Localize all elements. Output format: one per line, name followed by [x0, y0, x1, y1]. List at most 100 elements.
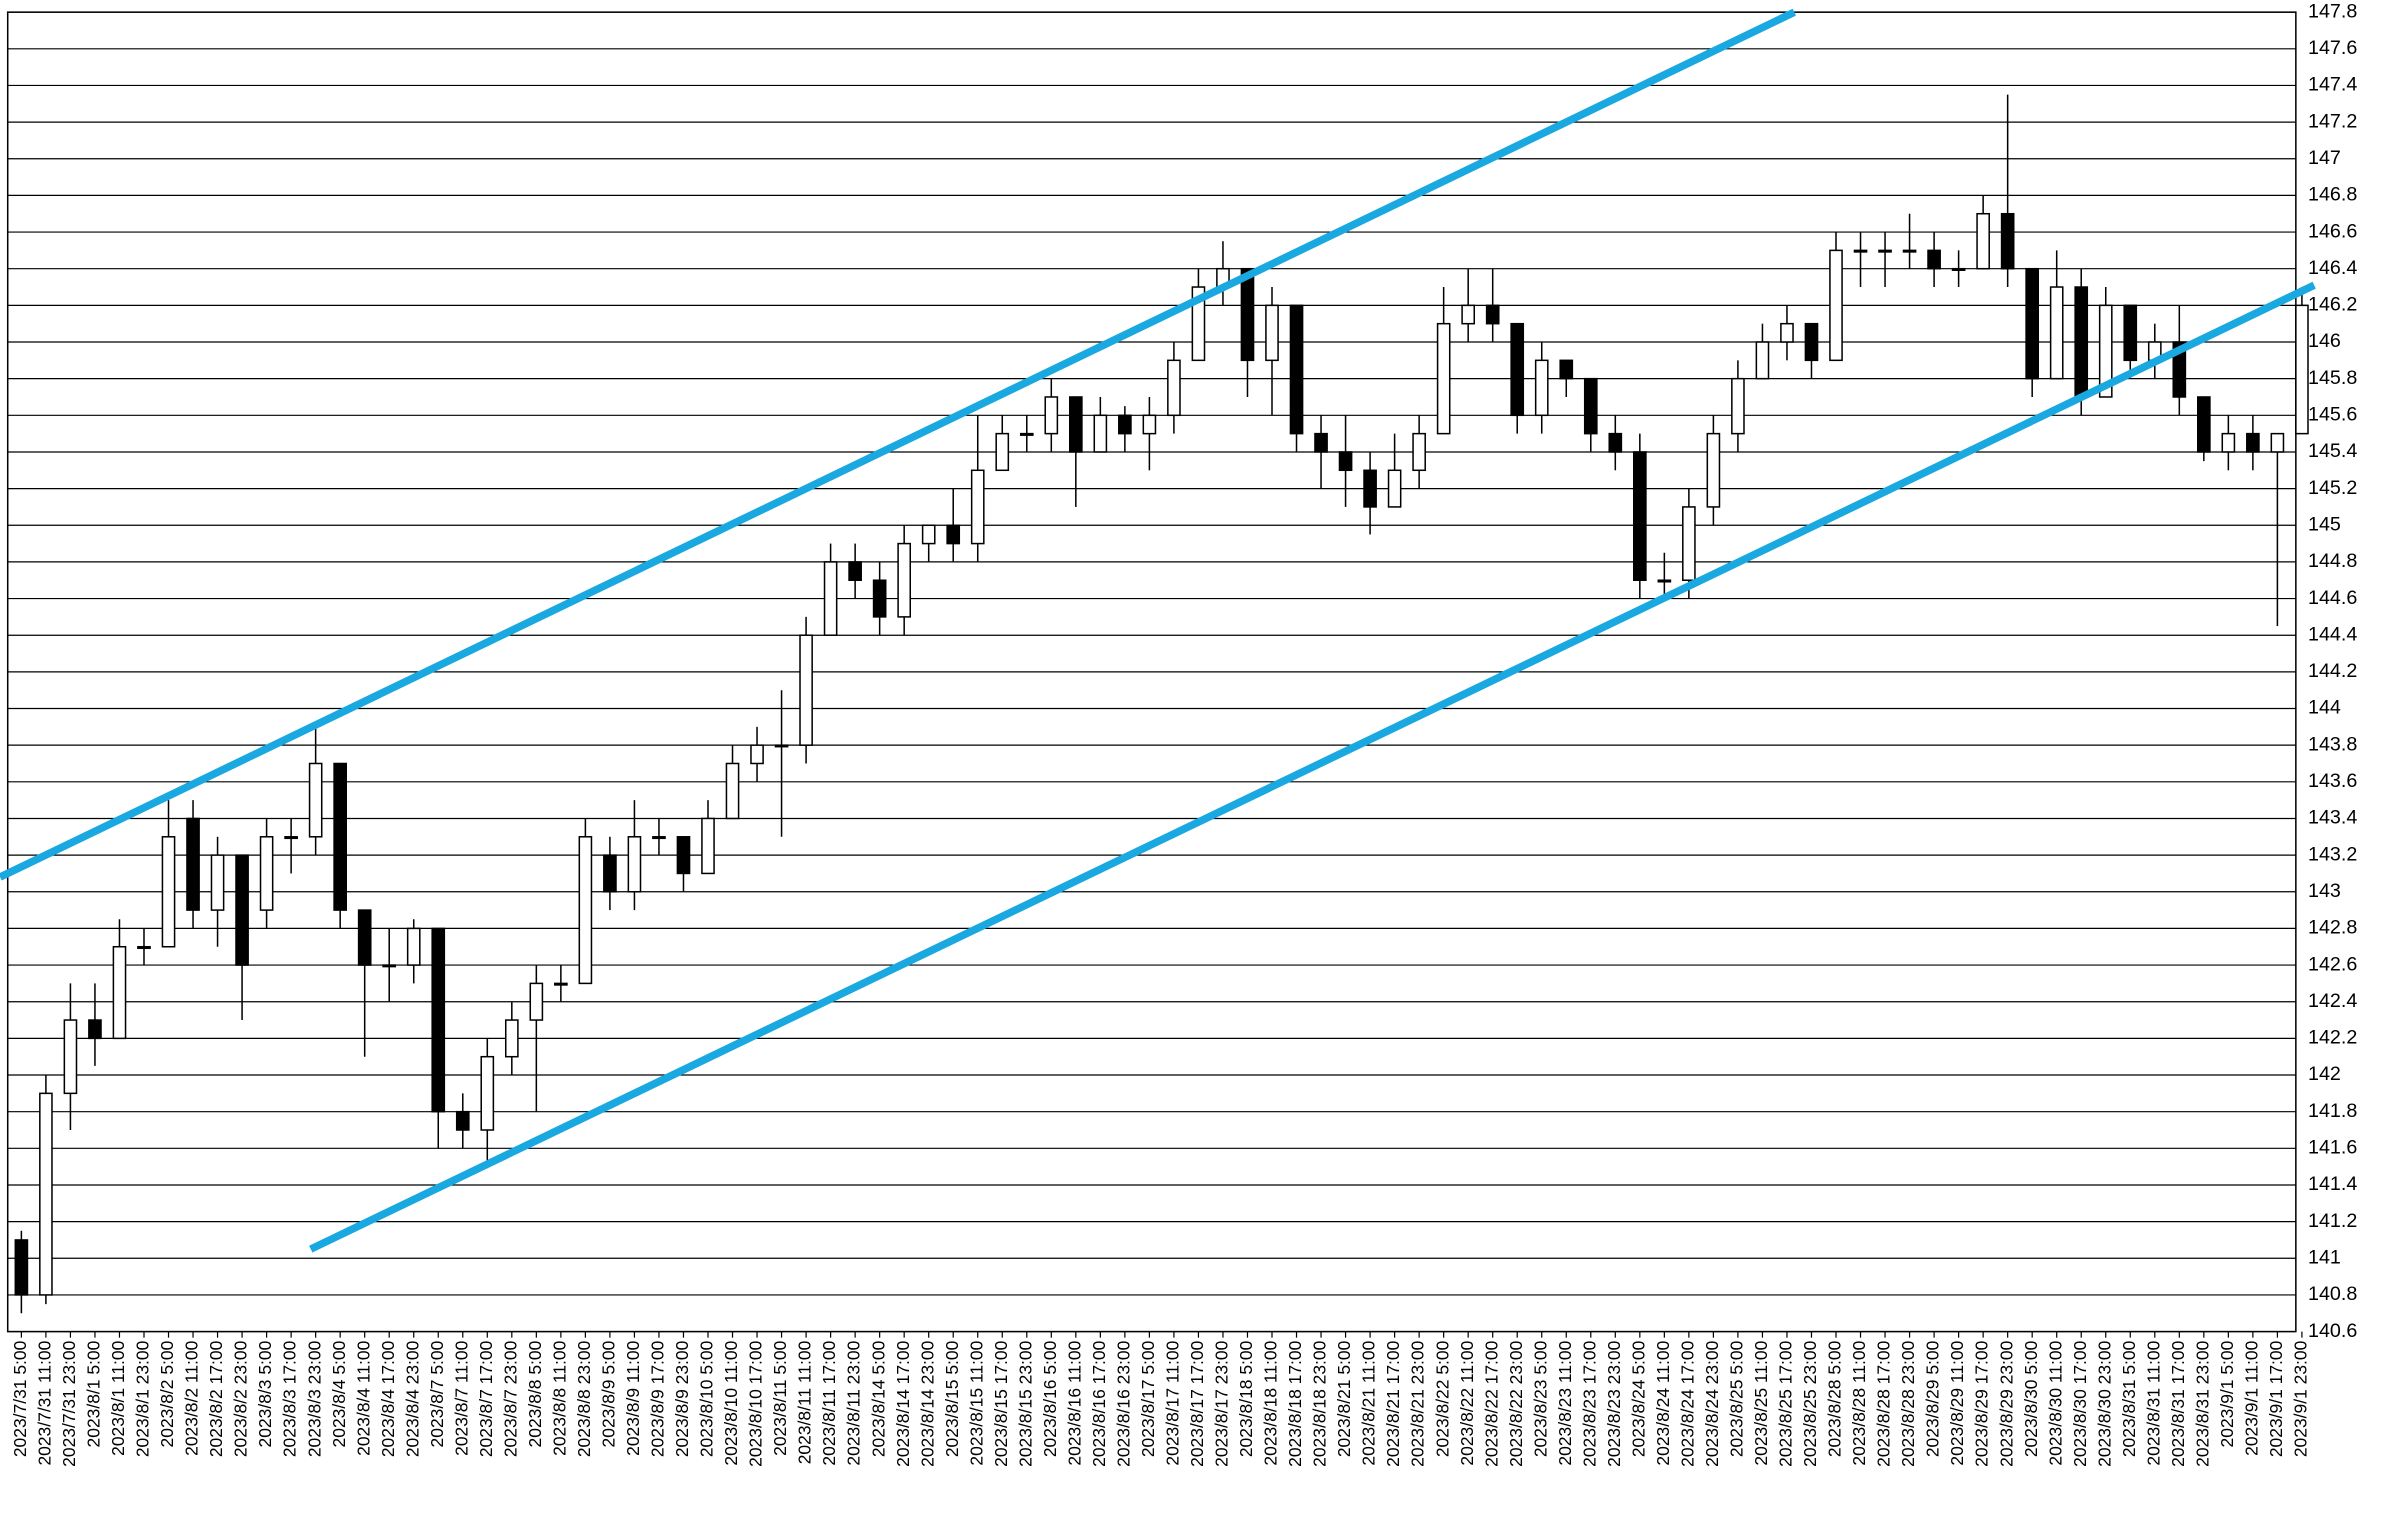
candle-body — [1436, 322, 1451, 435]
x-tick-label: 2023/8/25 11:00 — [1751, 1340, 1771, 1465]
y-tick-label: 142.6 — [2308, 953, 2357, 975]
candle-body — [161, 836, 176, 948]
x-tick-label: 2023/8/30 17:00 — [2070, 1340, 2090, 1466]
y-tick-label: 143.2 — [2308, 843, 2357, 865]
candle-body — [554, 982, 568, 986]
y-tick-label: 143.8 — [2308, 733, 2357, 755]
y-tick-label: 144.2 — [2308, 660, 2357, 682]
x-tick-label: 2023/8/28 11:00 — [1849, 1340, 1869, 1465]
candle-body — [652, 836, 666, 840]
candle-body — [1338, 451, 1353, 472]
y-tick-label: 141.6 — [2308, 1137, 2357, 1159]
candle-body — [137, 945, 151, 950]
x-tick-label: 2023/8/15 5:00 — [942, 1340, 962, 1457]
candle-body — [1902, 249, 1917, 253]
x-tick-label: 2023/8/1 23:00 — [133, 1340, 153, 1457]
x-tick-label: 2023/8/18 17:00 — [1285, 1340, 1305, 1466]
x-tick-label: 2023/8/30 5:00 — [2021, 1340, 2041, 1457]
y-tick-label: 142.8 — [2308, 917, 2357, 939]
candle-body — [1755, 341, 1770, 380]
y-tick-label: 144.4 — [2308, 623, 2357, 645]
x-tick-label: 2023/8/23 17:00 — [1579, 1340, 1599, 1466]
candle-body — [1387, 469, 1402, 508]
candle-body — [1780, 322, 1794, 343]
candle-body — [1657, 579, 1672, 583]
x-tick-label: 2023/8/22 23:00 — [1506, 1340, 1526, 1466]
x-tick-label: 2023/8/31 5:00 — [2119, 1340, 2139, 1457]
candle-body — [1829, 249, 1843, 362]
candle-body — [750, 744, 764, 765]
candle-body — [1461, 304, 1476, 325]
x-tick-label: 2023/8/22 17:00 — [1481, 1340, 1501, 1466]
x-tick-label: 2023/8/11 5:00 — [770, 1340, 790, 1455]
candle-body — [1314, 432, 1328, 453]
x-tick-label: 2023/8/3 17:00 — [280, 1340, 300, 1457]
x-tick-label: 2023/8/9 11:00 — [623, 1340, 643, 1455]
candle-body — [1167, 359, 1181, 417]
x-tick-label: 2023/8/17 5:00 — [1138, 1340, 1158, 1457]
x-tick-label: 2023/8/4 23:00 — [402, 1340, 422, 1457]
x-tick-label: 2023/8/4 17:00 — [378, 1340, 398, 1457]
x-tick-label: 2023/9/1 17:00 — [2266, 1340, 2286, 1457]
candle-body — [995, 432, 1010, 472]
x-tick-label: 2023/8/23 23:00 — [1604, 1340, 1624, 1466]
x-tick-label: 2023/8/7 17:00 — [476, 1340, 496, 1457]
x-tick-label: 2023/8/15 23:00 — [1015, 1340, 1035, 1466]
candle-body — [2123, 304, 2138, 362]
x-tick-label: 2023/8/8 11:00 — [549, 1340, 569, 1455]
x-tick-label: 2023/8/16 5:00 — [1040, 1340, 1060, 1457]
x-tick-label: 2023/8/17 11:00 — [1163, 1340, 1183, 1465]
candle-body — [627, 836, 642, 893]
x-tick-label: 2023/8/8 23:00 — [574, 1340, 594, 1457]
y-tick-label: 142.2 — [2308, 1027, 2357, 1049]
trend-line — [309, 281, 2316, 1253]
candles — [14, 94, 2309, 1314]
x-tick-label: 2023/8/15 11:00 — [966, 1340, 986, 1465]
candle-body — [676, 836, 691, 875]
candle-body — [14, 1239, 29, 1296]
x-tick-label: 2023/8/29 17:00 — [1972, 1340, 1992, 1466]
y-tick-label: 145.2 — [2308, 477, 2357, 499]
candle-body — [946, 524, 961, 545]
y-tick-label: 146 — [2308, 330, 2341, 352]
candle-body — [897, 542, 912, 618]
x-tick-label: 2023/8/16 17:00 — [1089, 1340, 1109, 1466]
candle-body — [578, 836, 593, 985]
candle-body — [1682, 506, 1696, 581]
x-tick-label: 2023/8/14 23:00 — [917, 1340, 937, 1466]
x-tick-label: 2023/8/7 11:00 — [451, 1340, 471, 1455]
candle-body — [2000, 212, 2015, 270]
x-tick-label: 2023/8/7 5:00 — [427, 1340, 447, 1447]
x-tick-label: 2023/8/29 23:00 — [1996, 1340, 2016, 1466]
y-tick-label: 147.8 — [2308, 0, 2357, 22]
candle-body — [848, 561, 862, 581]
candle-body — [2197, 396, 2211, 453]
candle-body — [2049, 286, 2064, 380]
candle-body — [1068, 396, 1083, 453]
x-tick-label: 2023/8/17 23:00 — [1212, 1340, 1232, 1466]
candle-body — [1878, 249, 1892, 253]
candle-body — [1412, 432, 1426, 472]
x-tick-label: 2023/8/31 11:00 — [2143, 1340, 2163, 1465]
y-tick-label: 145.4 — [2308, 440, 2357, 462]
x-tick-label: 2023/8/18 11:00 — [1261, 1340, 1281, 1465]
candle-body — [1044, 396, 1059, 435]
x-tick-label: 2023/8/22 5:00 — [1432, 1340, 1452, 1457]
y-tick-label: 145.8 — [2308, 367, 2357, 389]
x-tick-label: 2023/8/15 17:00 — [991, 1340, 1011, 1466]
y-tick-label: 143.4 — [2308, 807, 2357, 829]
candle-body — [88, 1019, 102, 1040]
x-tick-label: 2023/8/29 5:00 — [1923, 1340, 1943, 1457]
x-tick-label: 2023/8/21 23:00 — [1408, 1340, 1428, 1466]
candle-body — [1706, 432, 1721, 508]
x-tick-label: 2023/8/30 23:00 — [2094, 1340, 2114, 1466]
candle-body — [63, 1019, 78, 1095]
candle-body — [1289, 304, 1304, 435]
y-tick-label: 143.6 — [2308, 770, 2357, 792]
x-tick-label: 2023/8/23 5:00 — [1530, 1340, 1550, 1457]
x-tick-label: 2023/8/25 17:00 — [1776, 1340, 1796, 1466]
candle-body — [2025, 267, 2040, 380]
y-tick-label: 145 — [2308, 513, 2341, 535]
x-tick-label: 2023/8/3 5:00 — [255, 1340, 275, 1447]
